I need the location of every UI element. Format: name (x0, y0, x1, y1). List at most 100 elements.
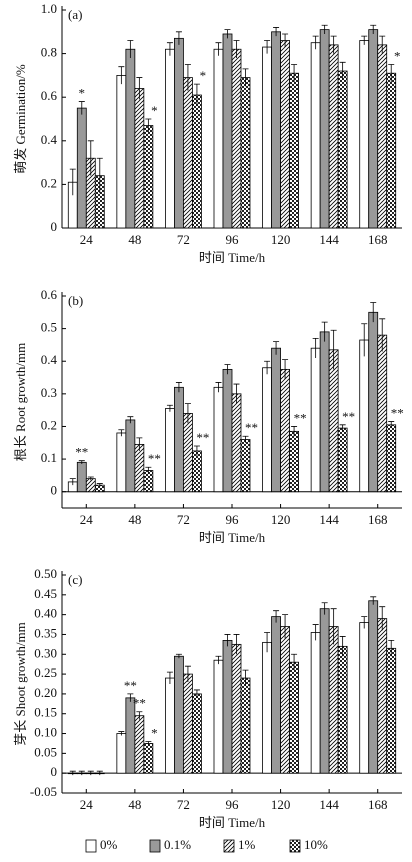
x-tick-label: 24 (80, 797, 94, 812)
bar (213, 659, 224, 774)
x-tick-label: 168 (368, 512, 388, 527)
significance-label: ** (245, 420, 258, 435)
bar (231, 393, 242, 493)
x-tick-label: 48 (128, 232, 141, 247)
bar (271, 347, 281, 493)
error-bar (273, 341, 280, 355)
bar (213, 48, 224, 229)
error-bar (193, 689, 200, 698)
y-tick-label: 0.2 (41, 417, 57, 432)
error-bar (96, 157, 103, 194)
bar (319, 29, 330, 229)
error-bar (69, 168, 76, 196)
bar (359, 339, 370, 493)
error-bar (233, 383, 240, 404)
error-bar (175, 382, 182, 393)
error-bar (361, 323, 368, 357)
bar (289, 661, 299, 774)
bar (143, 125, 154, 229)
bar (192, 450, 202, 493)
x-tick-label: 96 (226, 512, 240, 527)
error-bar (282, 614, 289, 639)
error-bar (370, 24, 377, 34)
y-tick-label: 0 (51, 483, 58, 498)
bar (240, 439, 251, 493)
x-axis-label: 时间 Time/h (199, 530, 266, 545)
bar (116, 733, 127, 774)
bar (174, 37, 184, 229)
x-tick-label: 48 (128, 797, 141, 812)
bar (116, 432, 127, 493)
error-bar (291, 64, 298, 82)
error-bar (379, 318, 386, 352)
error-bar (291, 653, 298, 671)
x-tick-label: 144 (319, 797, 339, 812)
error-bar (388, 640, 395, 657)
bar (262, 641, 272, 774)
error-bar (96, 770, 103, 776)
bar (222, 640, 233, 774)
bar (116, 75, 127, 229)
y-tick-label: 0.1 (41, 450, 57, 465)
error-bar (127, 416, 134, 424)
error-bar (361, 35, 368, 45)
bar (240, 677, 251, 774)
bar (310, 347, 321, 493)
legend-swatch (223, 839, 235, 853)
bar (76, 461, 87, 493)
significance-label: * (200, 68, 207, 83)
significance-label: * (151, 725, 158, 740)
bar (280, 626, 290, 774)
significance-label: ** (124, 678, 137, 693)
error-bar (69, 478, 76, 486)
bar (386, 72, 397, 229)
error-bar (312, 624, 319, 641)
significance-label: ** (196, 430, 209, 445)
x-axis-label: 时间 Time/h (199, 815, 266, 830)
bar (134, 88, 145, 229)
x-tick-label: 144 (319, 512, 339, 527)
bar (165, 48, 175, 229)
error-bar (312, 338, 319, 358)
error-bar (242, 68, 249, 87)
x-tick-label: 72 (177, 232, 190, 247)
y-tick-label: 0.30 (34, 645, 57, 660)
panel-label: (a) (68, 7, 82, 22)
bar (174, 386, 184, 493)
error-bar (118, 731, 125, 736)
error-bar (96, 483, 103, 487)
bar (310, 632, 321, 774)
error-bar (215, 655, 222, 665)
error-bar (282, 33, 289, 48)
panel-label: (c) (68, 572, 82, 587)
bar (192, 693, 202, 774)
error-bar (87, 140, 94, 176)
error-bar (321, 602, 328, 615)
y-tick-label: 0 (51, 764, 58, 779)
significance-label: ** (391, 406, 404, 421)
bar (289, 72, 299, 229)
error-bar (215, 382, 222, 393)
significance-label: ** (342, 409, 355, 424)
x-tick-label: 120 (271, 512, 291, 527)
x-tick-label: 24 (80, 512, 94, 527)
bar (328, 626, 339, 774)
error-bar (264, 360, 271, 375)
y-tick-label: 0 (51, 219, 58, 234)
bar (271, 616, 281, 774)
y-tick-label: 0.05 (34, 744, 57, 759)
error-bar (224, 634, 231, 647)
significance-label: ** (75, 445, 88, 460)
error-bar (233, 634, 240, 655)
bar (85, 478, 96, 493)
bar (76, 107, 87, 229)
error-bar (136, 77, 143, 100)
y-tick-label: 1.0 (41, 1, 57, 16)
bar (386, 647, 397, 774)
error-bar (136, 437, 143, 451)
error-bar (264, 40, 271, 54)
y-axis-label: 萌发 Germination/% (13, 64, 28, 174)
error-bar (184, 403, 191, 424)
bar (222, 33, 233, 229)
error-bar (291, 426, 298, 437)
